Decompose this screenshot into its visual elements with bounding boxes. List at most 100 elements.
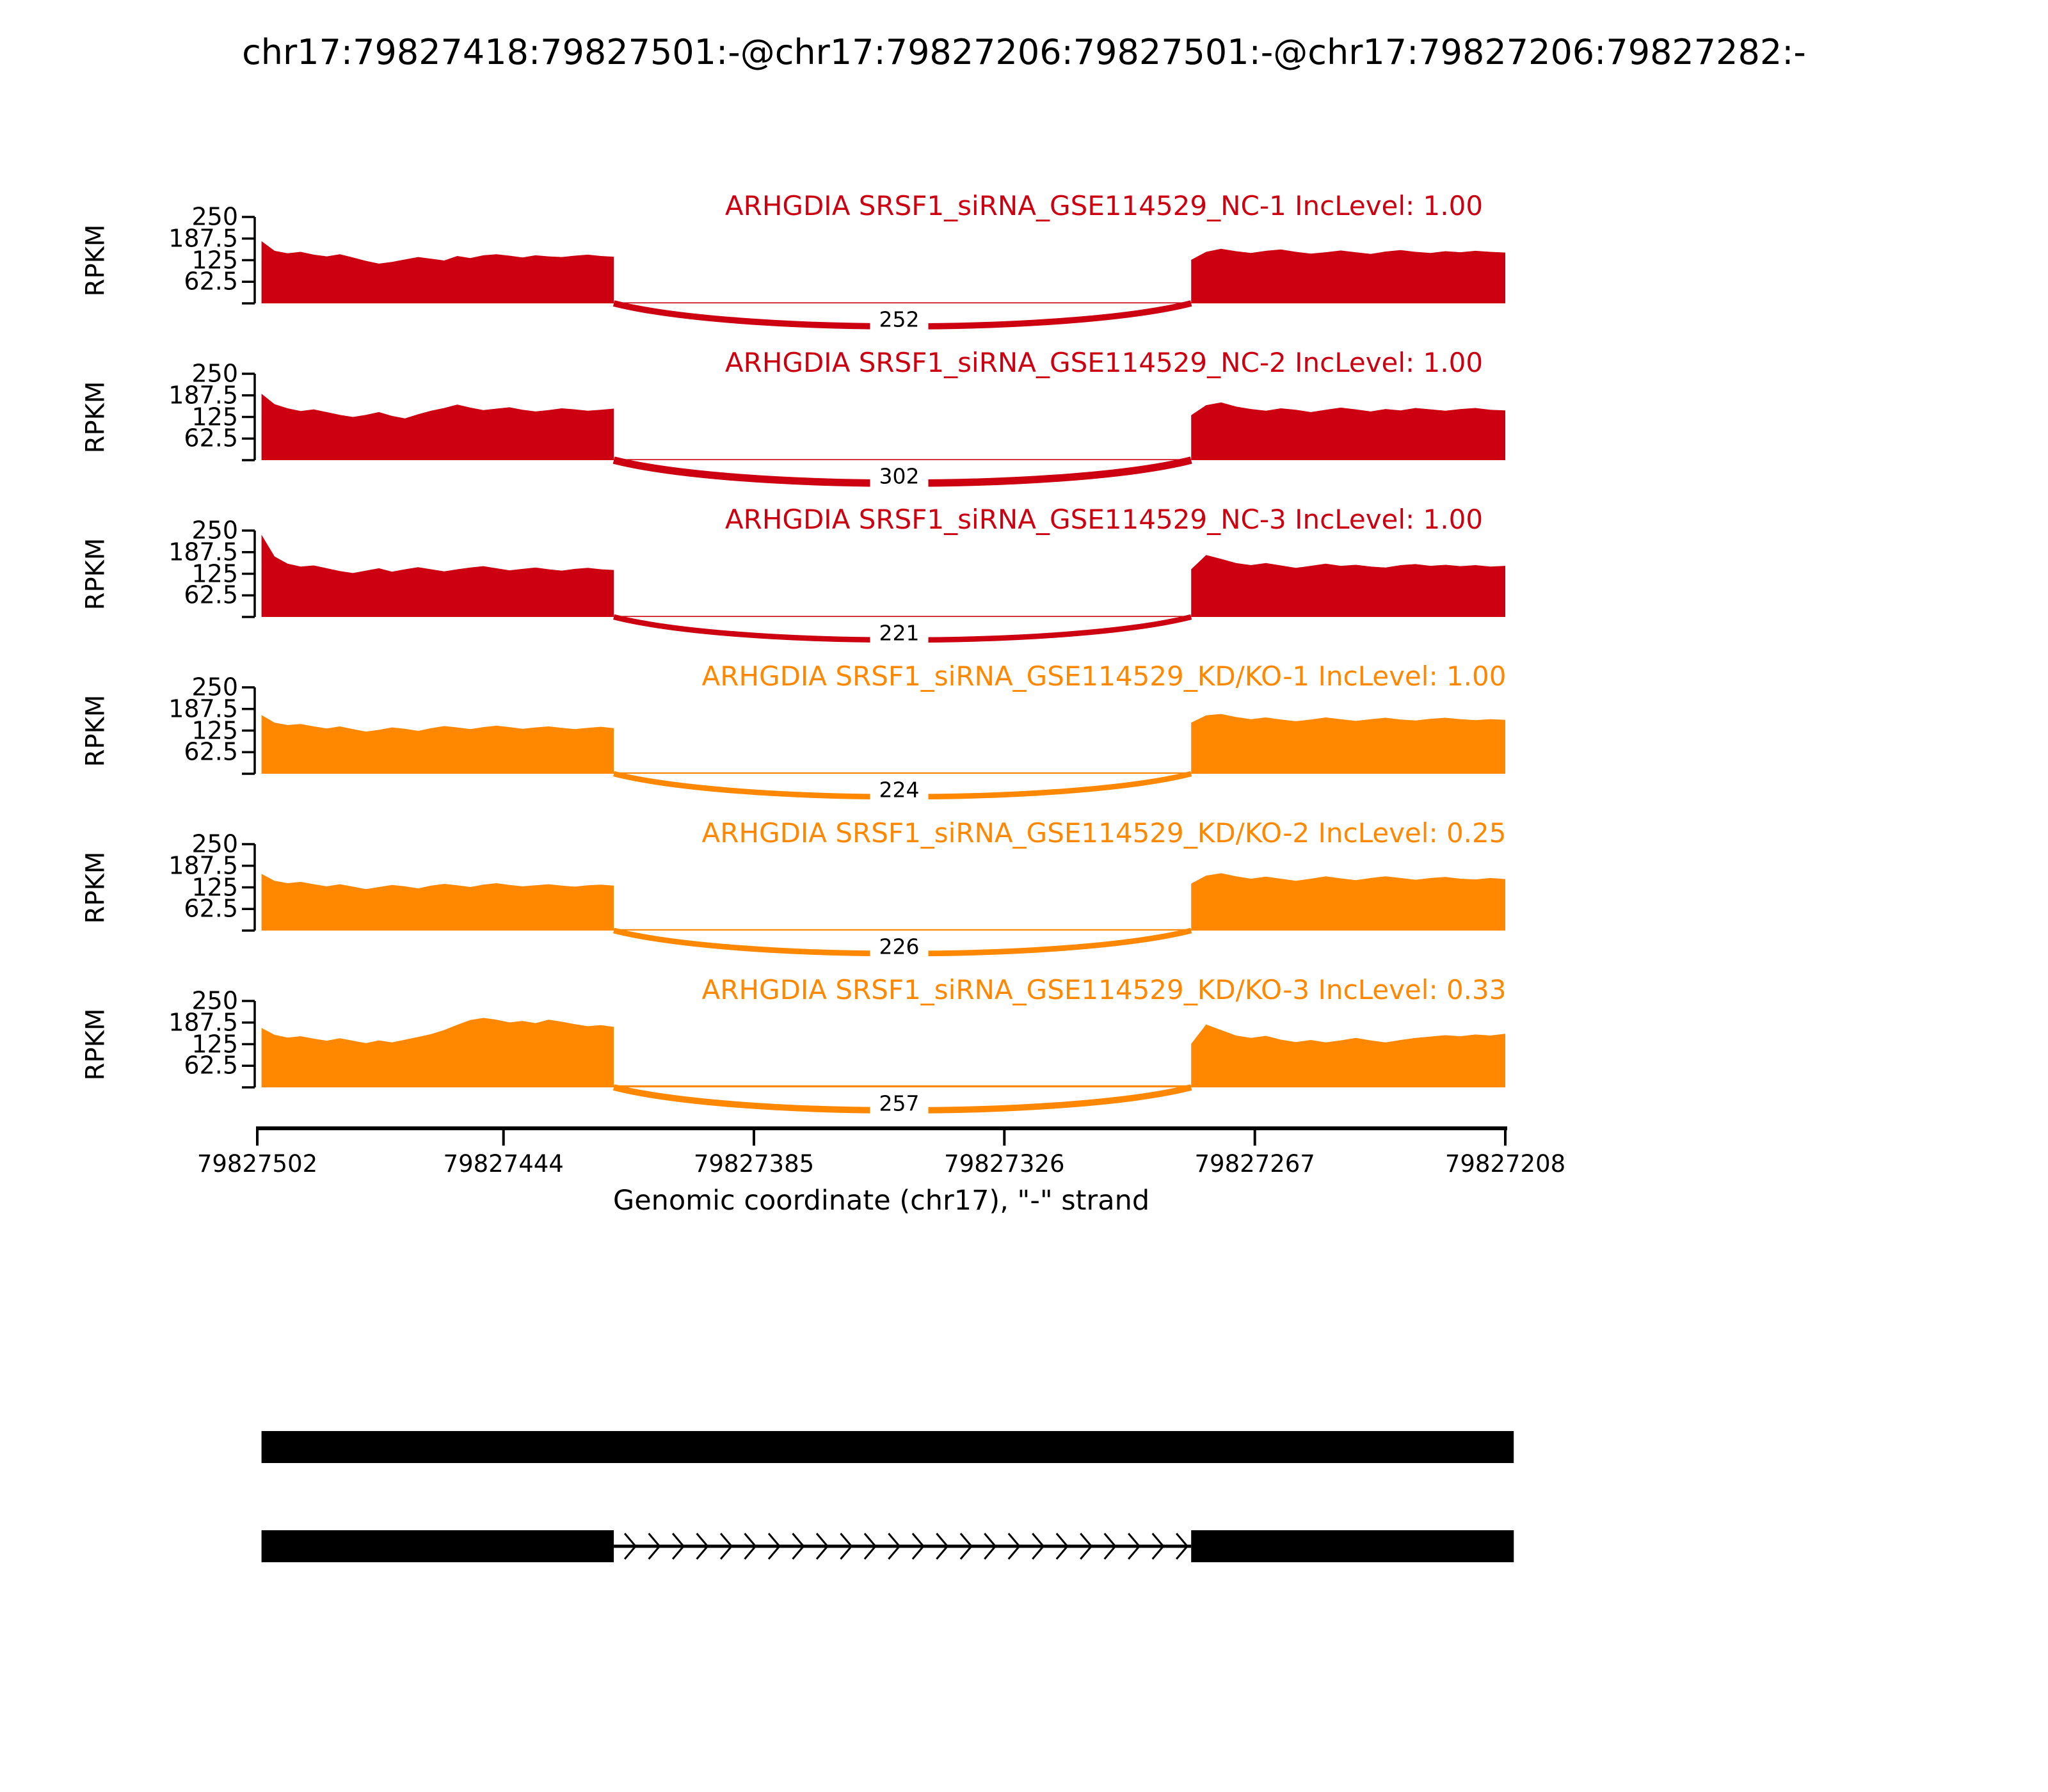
y-tick-label: 125 xyxy=(191,559,238,588)
y-tick-label: 187.5 xyxy=(168,694,238,723)
y-axis-bracket xyxy=(242,216,256,305)
track-sample-name: ARHGDIA SRSF1_siRNA_GSE114529_NC-1 xyxy=(724,190,1286,221)
intron-coverage xyxy=(614,1085,1192,1087)
y-tick-label: 250 xyxy=(191,829,238,858)
strand-arrow-icon xyxy=(744,1533,757,1560)
strand-arrow-icon xyxy=(1151,1533,1165,1560)
strand-arrow-icon xyxy=(936,1533,949,1560)
y-axis-bracket xyxy=(242,686,256,775)
junction-count-label: 257 xyxy=(870,1092,929,1116)
track-label: ARHGDIA SRSF1_siRNA_GSE114529_KD/KO-3 In… xyxy=(702,975,1507,1005)
coverage-right-exon xyxy=(1191,1024,1505,1087)
strand-arrow-icon xyxy=(671,1533,685,1560)
y-tick-label: 62.5 xyxy=(184,894,238,923)
y-axis-label: RPKM xyxy=(81,694,111,767)
coverage-left-exon xyxy=(261,534,614,617)
y-axis-label: RPKM xyxy=(81,851,111,924)
y-tick-label: 62.5 xyxy=(184,267,238,296)
y-tick-label: 250 xyxy=(191,202,238,231)
strand-arrow-icon xyxy=(623,1533,637,1560)
strand-arrow-icon xyxy=(1128,1533,1141,1560)
strand-arrow-icon xyxy=(1176,1533,1189,1560)
strand-arrow-icon xyxy=(1055,1533,1069,1560)
y-tick-label: 125 xyxy=(191,1030,238,1059)
coverage-right-exon xyxy=(1191,402,1505,460)
y-tick-label: 62.5 xyxy=(184,737,238,766)
strand-arrow-icon xyxy=(888,1533,901,1560)
y-axis-bracket xyxy=(242,843,256,932)
intron-coverage xyxy=(614,302,1192,303)
coverage-left-exon xyxy=(261,394,614,460)
coverage-left-exon xyxy=(261,1018,614,1087)
strand-arrow-icon xyxy=(1080,1533,1093,1560)
y-tick-label: 187.5 xyxy=(168,851,238,880)
gene-model-exon xyxy=(1191,1530,1514,1562)
gene-model-exon xyxy=(261,1431,1514,1463)
track-sample-name: ARHGDIA SRSF1_siRNA_GSE114529_KD/KO-3 xyxy=(701,974,1310,1005)
track-inclevel: IncLevel: 1.00 xyxy=(1318,660,1507,692)
strand-arrow-icon xyxy=(863,1533,877,1560)
coverage-right-exon xyxy=(1191,555,1505,617)
junction-count-label: 252 xyxy=(870,308,929,332)
track-inclevel: IncLevel: 0.25 xyxy=(1318,817,1507,849)
strand-arrow-icon xyxy=(984,1533,997,1560)
y-axis-label: RPKM xyxy=(81,224,111,297)
track-inclevel: IncLevel: 1.00 xyxy=(1295,504,1484,535)
y-tick-label: 125 xyxy=(191,246,238,275)
intron-coverage xyxy=(614,929,1192,931)
strand-arrow-icon xyxy=(840,1533,853,1560)
y-axis-bracket xyxy=(242,529,256,618)
y-axis-label: RPKM xyxy=(81,1008,111,1081)
strand-arrow-icon xyxy=(911,1533,925,1560)
track-label: ARHGDIA SRSF1_siRNA_GSE114529_NC-1 IncLe… xyxy=(725,191,1483,221)
y-tick-label: 187.5 xyxy=(168,381,238,410)
strand-arrow-icon xyxy=(648,1533,661,1560)
x-tick-label: 79827267 xyxy=(1194,1150,1315,1178)
strand-arrow-icon xyxy=(1032,1533,1045,1560)
y-tick-label: 250 xyxy=(191,516,238,545)
strand-arrow-icon xyxy=(696,1533,709,1560)
strand-arrow-icon xyxy=(1103,1533,1117,1560)
x-tick-label: 79827385 xyxy=(693,1150,815,1178)
intron-coverage xyxy=(614,616,1192,617)
strand-arrow-icon xyxy=(792,1533,805,1560)
x-tick-label: 79827208 xyxy=(1444,1150,1566,1178)
track-inclevel: IncLevel: 1.00 xyxy=(1295,347,1484,378)
y-tick-label: 250 xyxy=(191,359,238,388)
coverage-left-exon xyxy=(261,715,614,774)
y-tick-label: 187.5 xyxy=(168,224,238,253)
track-inclevel: IncLevel: 0.33 xyxy=(1318,974,1507,1005)
coverage-left-exon xyxy=(261,874,614,931)
x-tick-label: 79827326 xyxy=(944,1150,1065,1178)
intron-coverage xyxy=(614,459,1192,460)
y-tick-label: 187.5 xyxy=(168,1008,238,1037)
coverage-left-exon xyxy=(261,241,614,303)
y-axis-bracket xyxy=(242,1000,256,1089)
x-axis-title: Genomic coordinate (chr17), "-" strand xyxy=(612,1185,1150,1217)
coverage-right-exon xyxy=(1191,248,1505,303)
y-tick-label: 187.5 xyxy=(168,538,238,566)
track-inclevel: IncLevel: 1.00 xyxy=(1295,190,1484,221)
track-label: ARHGDIA SRSF1_siRNA_GSE114529_KD/KO-2 In… xyxy=(702,818,1507,848)
track-sample-name: ARHGDIA SRSF1_siRNA_GSE114529_NC-2 xyxy=(724,347,1286,378)
y-tick-label: 250 xyxy=(191,673,238,701)
junction-count-label: 302 xyxy=(870,465,929,489)
junction-count-label: 226 xyxy=(870,935,929,959)
junction-count-label: 221 xyxy=(870,621,929,646)
y-axis-bracket xyxy=(242,372,256,461)
track-label: ARHGDIA SRSF1_siRNA_GSE114529_NC-2 IncLe… xyxy=(725,348,1483,378)
y-tick-label: 125 xyxy=(191,403,238,431)
y-tick-label: 125 xyxy=(191,873,238,902)
y-tick-label: 62.5 xyxy=(184,1051,238,1080)
strand-arrow-icon xyxy=(719,1533,733,1560)
coverage-right-exon xyxy=(1191,873,1505,931)
junction-count-label: 224 xyxy=(870,778,929,803)
y-tick-label: 125 xyxy=(191,716,238,745)
track-label: ARHGDIA SRSF1_siRNA_GSE114529_KD/KO-1 In… xyxy=(702,661,1507,691)
track-sample-name: ARHGDIA SRSF1_siRNA_GSE114529_KD/KO-2 xyxy=(701,817,1310,849)
y-axis-label: RPKM xyxy=(81,538,111,611)
gene-model-exon xyxy=(261,1530,614,1562)
track-sample-name: ARHGDIA SRSF1_siRNA_GSE114529_NC-3 xyxy=(724,504,1286,535)
